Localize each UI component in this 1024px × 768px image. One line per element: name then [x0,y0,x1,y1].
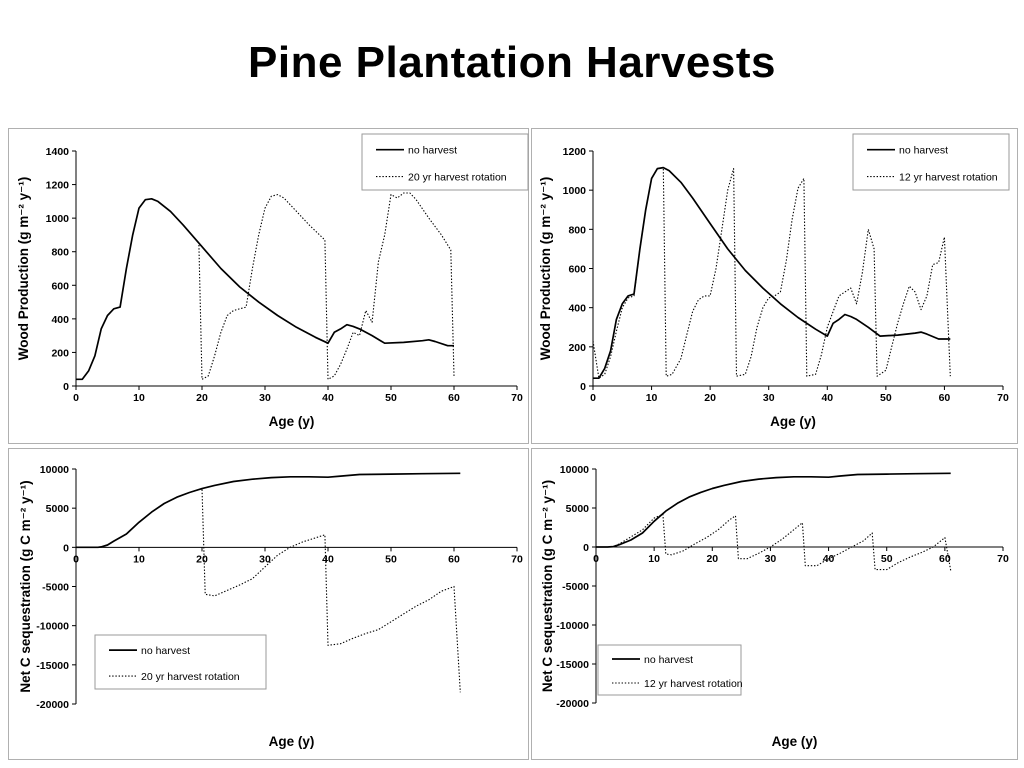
x-tick-label: 50 [880,392,892,404]
x-axis-title: Age (y) [269,414,315,429]
y-tick-label: 200 [568,342,586,354]
x-tick-label: 50 [385,553,397,565]
x-tick-label: 30 [765,553,777,565]
legend-label-12-yr-harvest-rotation: 12 yr harvest rotation [644,678,743,690]
chart-svg-netc-12: 10000 5000 0 -5000 -10000 -15000 -20000 0 10 20 30… [540,464,1009,749]
x-tick-label: 60 [939,553,951,565]
x-tick-label: 0 [73,553,79,565]
x-tick-label: 50 [881,553,893,565]
y-tick-label: 0 [583,542,589,554]
y-tick-label: 0 [580,381,586,393]
y-tick-label: 5000 [566,503,590,515]
y-tick-label: -10000 [36,621,69,633]
x-tick-label: 70 [511,553,523,565]
legend-label-no-harvest: no harvest [899,145,948,157]
y-tick-label: 600 [568,264,586,276]
x-tick-label: 20 [196,392,208,404]
y-tick-label: 1200 [46,180,70,192]
x-tick-label: 70 [511,392,523,404]
y-tick-label: 600 [51,280,69,292]
legend [597,644,742,696]
x-tick-label: 0 [73,392,79,404]
x-tick-label: 10 [646,392,658,404]
y-tick-label: 0 [63,381,69,393]
y-tick-label: -10000 [556,620,589,632]
chart-panel-wood-production-20yr: 0 200 400 600 800 1000 1200 1400 0 10 20 30 40 50 60 70… [8,128,529,444]
x-tick-label: 50 [385,392,397,404]
x-tick-label: 40 [821,392,833,404]
series-line-20-yr-harvest-rotation [76,488,461,693]
y-tick-label: 1000 [563,185,587,197]
x-tick-label: 60 [448,553,460,565]
x-tick-label: 60 [939,392,951,404]
series-line-no-harvest [596,472,951,548]
legend-label-no-harvest: no harvest [644,654,693,666]
x-tick-label: 10 [133,553,145,565]
y-axis-title: Wood Production (g m⁻² y⁻¹) [538,177,553,360]
y-tick-label: 0 [63,542,69,554]
series-line-12-yr-harvest-rotation [596,513,952,571]
series-line-20-yr-harvest-rotation [198,192,455,380]
series-line-no-harvest [593,166,951,380]
series-line-no-harvest [76,472,461,549]
legend [94,634,267,690]
chart-panel-wood-production-12yr: 0 200 400 600 800 1000 1200 0 10 20 30 40 50 60 70 Age … [531,128,1018,444]
x-tick-label: 30 [259,392,271,404]
y-tick-label: 1200 [563,146,587,158]
chart-panel-net-c-sequestration-20yr: 10000 5000 0 -5000 -10000 -15000 -20000 0 10 20 30… [8,448,529,760]
legend-label-12-yr-harvest-rotation: 12 yr harvest rotation [899,172,998,184]
x-axis-title: Age (y) [772,734,818,749]
y-tick-label: -20000 [556,698,589,710]
legend [852,133,1010,191]
x-tick-label: 0 [593,553,599,565]
y-tick-label: 1400 [46,146,70,158]
chart-panel-net-c-sequestration-12yr: 10000 5000 0 -5000 -10000 -15000 -20000 0 10 20 30… [531,448,1018,760]
y-tick-label: 5000 [46,503,70,515]
chart-svg-netc-20: 10000 5000 0 -5000 -10000 -15000 -20000 0 10 20 30… [18,464,523,749]
y-tick-label: 10000 [560,464,589,476]
x-tick-label: 10 [133,392,145,404]
x-tick-label: 30 [763,392,775,404]
x-tick-label: 40 [322,553,334,565]
x-tick-label: 20 [706,553,718,565]
legend-label-20-yr-harvest-rotation: 20 yr harvest rotation [408,172,507,184]
y-tick-label: 400 [568,303,586,315]
x-tick-label: 30 [259,553,271,565]
legend-label-no-harvest: no harvest [408,145,457,157]
x-axis-title: Age (y) [269,734,315,749]
y-axis-title: Net C sequestration (g C m⁻² y⁻¹) [18,480,33,692]
x-tick-label: 40 [322,392,334,404]
x-tick-label: 70 [997,553,1009,565]
y-tick-label: -20000 [36,699,69,711]
series-line-no-harvest [76,197,454,381]
y-tick-label: 400 [51,314,69,326]
y-axis-title: Wood Production (g m⁻² y⁻¹) [16,177,31,360]
x-tick-label: 10 [648,553,660,565]
x-tick-label: 70 [997,392,1009,404]
y-tick-label: -5000 [42,582,69,594]
legend-label-20-yr-harvest-rotation: 20 yr harvest rotation [141,671,240,683]
y-tick-label: 200 [51,347,69,359]
x-tick-label: 60 [448,392,460,404]
y-tick-label: -15000 [556,659,589,671]
legend [361,133,529,191]
chart-svg-wood-20: 0 200 400 600 800 1000 1200 1400 0 10 20 30 40 50 60 70… [16,133,529,429]
x-axis-title: Age (y) [770,414,816,429]
series-line-12-yr-harvest-rotation [592,167,951,379]
y-tick-label: 10000 [40,464,69,476]
x-tick-label: 20 [196,553,208,565]
y-tick-label: -5000 [562,581,589,593]
y-tick-label: 800 [51,247,69,259]
chart-svg-wood-12: 0 200 400 600 800 1000 1200 0 10 20 30 40 50 60 70 Age … [538,133,1010,429]
x-tick-label: 0 [590,392,596,404]
y-tick-label: -15000 [36,660,69,672]
y-tick-label: 1000 [46,213,70,225]
x-tick-label: 20 [704,392,716,404]
y-tick-label: 800 [568,224,586,236]
slide-title: Pine Plantation Harvests [248,38,776,87]
y-axis-title: Net C sequestration (g C m⁻² y⁻¹) [540,480,555,692]
legend-label-no-harvest: no harvest [141,645,190,657]
